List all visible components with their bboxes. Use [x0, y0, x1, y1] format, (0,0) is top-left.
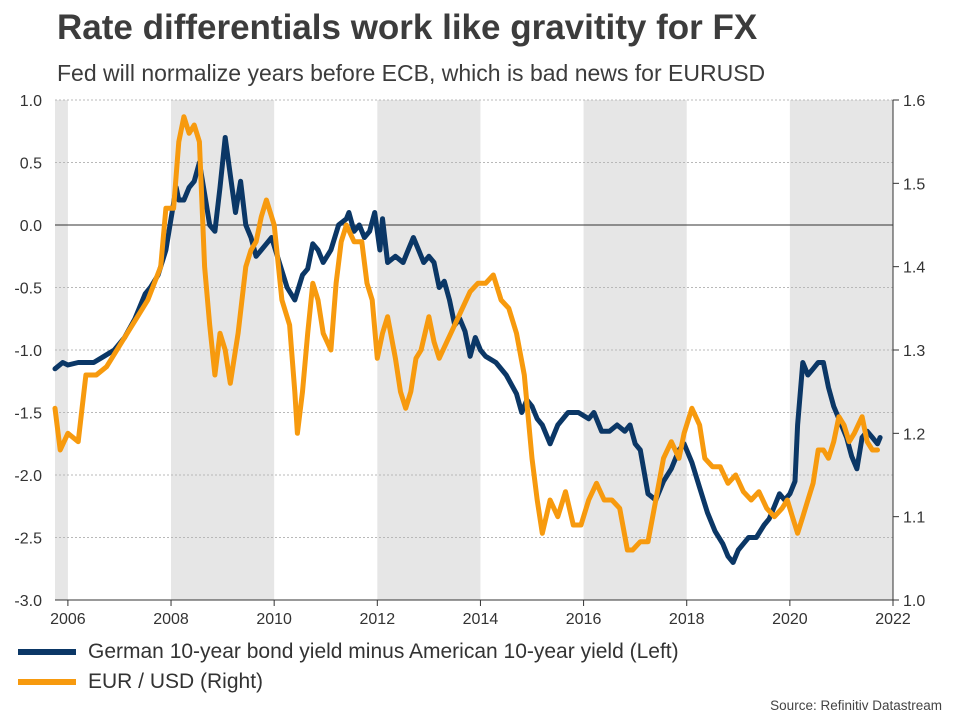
- legend-item-rate-differential: German 10-year bond yield minus American…: [18, 640, 679, 664]
- x-tick-label: 2012: [360, 611, 396, 628]
- series-line-rate-differential: [52, 135, 883, 565]
- y-right-tick-label: 1.5: [903, 176, 925, 193]
- axes: 1.0 0.5 0.0 -0.5 -1.0 -1.5 -2.0 -2.5 -3.0 1.6 1.5 1…: [14, 93, 925, 628]
- y-right-tick-label: 1.6: [903, 93, 925, 110]
- y-right-tick-label: 1.4: [903, 260, 925, 277]
- legend-label-rate-differential: German 10-year bond yield minus American…: [88, 640, 679, 663]
- x-tick-label: 2016: [566, 611, 602, 628]
- legend-swatch-navy: [18, 649, 76, 655]
- source-note: Source: Refinitiv Datastream: [770, 698, 942, 713]
- y-right-tick-label: 1.3: [903, 343, 925, 360]
- x-tick-label: 2020: [772, 611, 808, 628]
- y-right-tick-label: 1.0: [903, 593, 925, 610]
- x-tick-label: 2006: [50, 611, 86, 628]
- legend-swatch-orange: [18, 679, 76, 685]
- x-tick-label: 2022: [875, 611, 911, 628]
- y-left-tick-label: -2.5: [14, 531, 42, 548]
- legend-label-eurusd: EUR / USD (Right): [88, 670, 264, 693]
- x-tick-label: 2018: [669, 611, 705, 628]
- series: [52, 114, 883, 565]
- y-right-tick-label: 1.2: [903, 426, 925, 443]
- x-tick-label: 2014: [463, 611, 499, 628]
- y-left-tick-label: -1.5: [14, 406, 42, 423]
- series-line-eurusd: [52, 114, 880, 553]
- shaded-band-3: [789, 100, 893, 600]
- gridlines: [55, 99, 893, 601]
- y-left-tick-label: -3.0: [14, 593, 42, 610]
- chart-subtitle: Fed will normalize years before ECB, whi…: [57, 60, 766, 86]
- x-tick-label: 2010: [256, 611, 292, 628]
- y-left-tick-label: 0.0: [20, 218, 42, 235]
- chart-title: Rate differentials work like gravitity f…: [57, 8, 758, 47]
- x-tick-label: 2008: [153, 611, 189, 628]
- y-left-tick-label: -2.0: [14, 468, 42, 485]
- y-right-tick-label: 1.1: [903, 510, 925, 527]
- legend-item-eurusd: EUR / USD (Right): [18, 670, 263, 694]
- y-left-tick-label: 1.0: [20, 93, 42, 110]
- y-left-tick-label: 0.5: [20, 156, 42, 173]
- y-left-tick-label: -1.0: [14, 343, 42, 360]
- y-left-tick-label: -0.5: [14, 281, 42, 298]
